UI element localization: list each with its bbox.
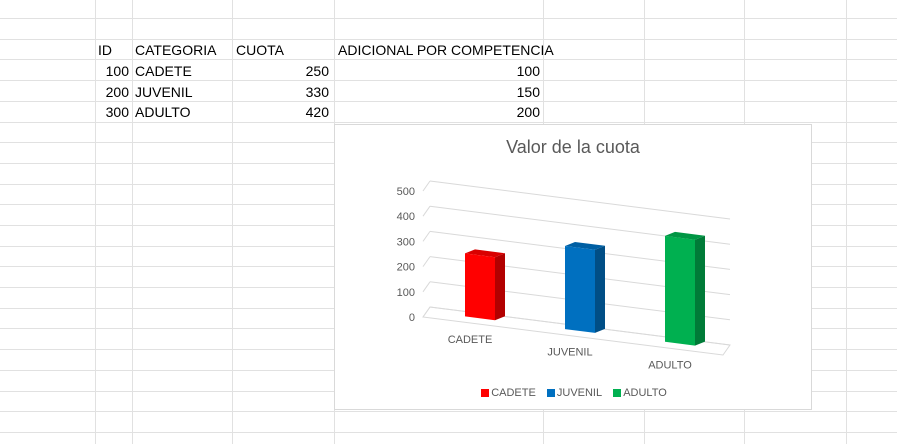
legend-swatch [613,389,622,398]
chart-object[interactable]: Valor de la cuota 0 100 200 300 400 500 CADET… [334,124,812,410]
bar-cadete [465,249,505,321]
header-categoria[interactable]: CATEGORIA [135,42,217,58]
bar-side [595,245,605,333]
y-tick-label: 200 [397,262,415,274]
bar-top [465,249,505,258]
bar-front [565,245,595,333]
cell-id[interactable]: 100 [105,63,129,79]
cell-categoria[interactable]: CADETE [135,63,192,79]
x-tick-label: CADETE [448,334,493,346]
y-tick-label: 0 [409,312,415,324]
bar-front [665,235,695,346]
cell-categoria[interactable]: JUVENIL [135,84,193,100]
legend-item: ADULTO [613,387,667,399]
y-tick-label: 500 [397,186,415,198]
legend-swatch [481,389,490,398]
chart-legend: CADETE JUVENIL ADULTO [335,387,813,399]
y-tick-label: 100 [397,287,415,299]
chart-title: Valor de la cuota [506,137,641,157]
legend-label: JUVENIL [556,387,603,399]
bar-front [465,253,495,321]
legend-label: CADETE [491,387,536,399]
legend-item: JUVENIL [546,387,603,399]
bar-adulto [665,231,705,346]
cell-id[interactable]: 200 [105,84,129,100]
cell-cuota[interactable]: 250 [305,63,329,79]
y-tick-label: 400 [397,211,415,223]
bar-top [565,241,605,250]
chart-plot: Valor de la cuota 0 100 200 300 400 500 CADET… [397,137,731,371]
cell-cuota[interactable]: 420 [305,104,329,120]
gridline-side [422,306,431,318]
cell-adicional[interactable]: 100 [516,63,540,79]
header-id[interactable]: ID [98,42,112,58]
gridline-side [422,281,431,293]
cell-cuota[interactable]: 330 [305,84,329,100]
gridline-side [422,256,431,267]
cell-adicional[interactable]: 200 [516,104,540,120]
gridline-side [422,180,431,192]
bar-top [665,231,705,240]
cell-id[interactable]: 300 [105,104,129,120]
chart-x-ticks: CADETE JUVENIL ADULTO [448,334,693,371]
bar-juvenil [565,241,605,333]
legend-label: ADULTO [623,387,667,399]
header-adicional[interactable]: ADICIONAL POR COMPETENCIA [338,42,554,58]
y-tick-label: 300 [397,236,415,248]
cell-categoria[interactable]: ADULTO [135,104,191,120]
bar-side [695,235,705,346]
x-tick-label: JUVENIL [547,347,592,359]
chart-bars [465,231,705,346]
bar-side [495,253,505,321]
header-cuota[interactable]: CUOTA [236,42,284,58]
cell-adicional[interactable]: 150 [516,84,540,100]
chart-y-ticks: 0 100 200 300 400 500 [397,186,415,324]
gridline-side [422,205,431,217]
legend-item: CADETE [481,387,536,399]
x-tick-label: ADULTO [648,359,692,371]
legend-swatch [546,389,555,398]
gridline [429,180,731,220]
gridline-side [422,231,431,242]
